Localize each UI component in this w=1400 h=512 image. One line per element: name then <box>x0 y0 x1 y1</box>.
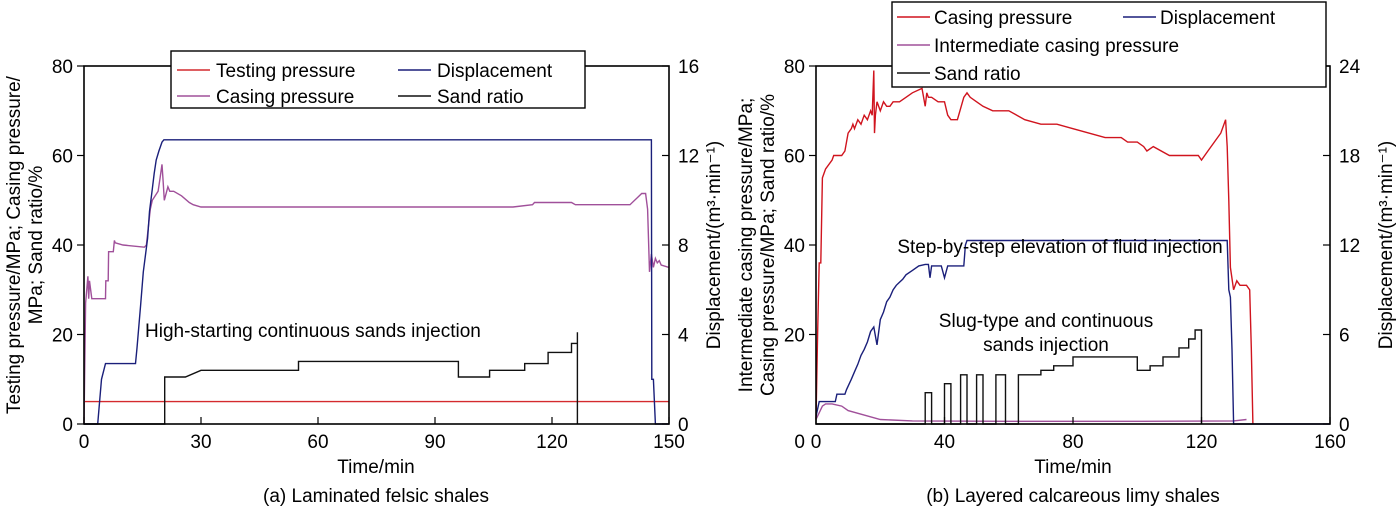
panel-b-series-group <box>815 70 1330 425</box>
panel-a-legend: Testing pressure Displacement Casing pre… <box>170 50 586 109</box>
panel-a-x-tick-label: 150 <box>653 432 685 453</box>
panel-b-y-left-tick-label: 60 <box>784 147 805 168</box>
panel-b-y-right-title: Displacement/(m³·min⁻¹) <box>1376 141 1397 350</box>
panel-a-series-group <box>83 139 670 425</box>
panel-a-caption: (a) Laminated felsic shales <box>263 486 489 507</box>
panel-a-annotation: High-starting continuous sands injection <box>145 321 481 342</box>
panel-a-y-right-tick-label: 16 <box>678 57 699 78</box>
panel-a-series-displacement <box>84 139 669 425</box>
panel-b-y-left-title-line1: Intermediate casing pressure/MPa; <box>736 98 757 393</box>
panel-a-y-left-title-line2: MPa; Sand ratio/% <box>26 166 47 325</box>
panel-b-y-right-tick-label: 24 <box>1339 57 1361 78</box>
panel-a-y-left-tick-label: 0 <box>62 415 73 436</box>
panel-b-y-left-title-line2: Casing pressure/MPa; Sand ratio/% <box>758 94 779 396</box>
panel-a-series-sand-ratio <box>84 332 579 425</box>
panel-b-x-tick-label: 160 <box>1314 432 1346 453</box>
panel-a-y-left-tick-label: 80 <box>52 57 73 78</box>
legend-label-sand-ratio: Sand ratio <box>437 87 524 108</box>
panel-b-y-right-tick-label: 0 <box>1339 415 1350 436</box>
panel-a-y-right-title: Displacement/(m³·min⁻¹) <box>704 141 725 350</box>
panel-a-plot-frame <box>83 65 670 425</box>
panel-a-x-tick-label: 90 <box>424 432 445 453</box>
panel-b-y-right-tick-label: 12 <box>1339 236 1360 257</box>
panel-a-y-right-tick-label: 8 <box>678 236 689 257</box>
panel-b-caption: (b) Layered calcareous limy shales <box>926 486 1220 507</box>
panel-b-legend: Casing pressure Displacement Intermediat… <box>891 1 1327 88</box>
panel-a-y-right-tick-label: 0 <box>678 415 689 436</box>
panel-a-x-axis-title: Time/min <box>337 457 414 478</box>
panel-b-series-intermediate-casing-pressure <box>815 403 1247 422</box>
legend-label-displacement: Displacement <box>437 61 553 82</box>
panel-b-x-tick-label: 0 <box>811 432 822 453</box>
legend-label-casing-pressure: Casing pressure <box>216 87 354 108</box>
panel-b-y-left-tick-label: 20 <box>784 326 805 347</box>
panel-a-legend-box <box>170 50 586 109</box>
panel-b-y-right-tick-label: 18 <box>1339 147 1360 168</box>
panel-a-x-tick-label: 60 <box>307 432 328 453</box>
panel-a-y-left-tick-label: 60 <box>52 147 73 168</box>
panel-b-x-tick-label: 120 <box>1186 432 1218 453</box>
panel-b-x-tick-label: 80 <box>1062 432 1083 453</box>
panel-a-y-right-tick-label: 12 <box>678 147 699 168</box>
panel-b-x-axis-title: Time/min <box>1034 457 1111 478</box>
panel-b-y-left-tick-label: 40 <box>784 236 805 257</box>
panel-b-series-casing-pressure <box>815 70 1254 425</box>
panel-a-y-right-tick-label: 4 <box>678 326 689 347</box>
panel-b-series-displacement <box>815 239 1330 425</box>
panel-b-annotation-sand-line1: Slug-type and continuous <box>939 311 1153 332</box>
panel-a-y-left-title-line1: Testing pressure/MPa; Casing pressure/ <box>4 75 25 414</box>
panel-b-x-tick-label: 40 <box>934 432 955 453</box>
panel-b-legend-box <box>891 1 1327 88</box>
panel-b-annotation-sand-line2: sands injection <box>983 335 1109 356</box>
legend-label-sand-ratio-b: Sand ratio <box>934 64 1021 85</box>
legend-label-displacement-b: Displacement <box>1160 8 1276 29</box>
panel-b-origin-label: 0 <box>794 432 805 453</box>
panel-a-x-tick-label: 30 <box>190 432 211 453</box>
panel-a-series-casing-pressure <box>83 164 670 425</box>
panel-a-x-tick-label: 120 <box>536 432 568 453</box>
legend-label-casing-pressure-b: Casing pressure <box>934 8 1072 29</box>
panel-b-y-left-tick-label: 80 <box>784 57 805 78</box>
panel-a-y-left-tick-label: 20 <box>52 326 73 347</box>
panel-a-x-tick-label: 0 <box>79 432 90 453</box>
panel-b-y-right-tick-label: 6 <box>1339 326 1350 347</box>
legend-label-testing-pressure: Testing pressure <box>216 61 355 82</box>
panel-b-series-sand-ratio <box>816 329 1203 425</box>
panel-b-annotation-fluid: Step-by-step elevation of fluid injectio… <box>897 237 1222 258</box>
legend-label-intermediate-casing-pressure: Intermediate casing pressure <box>934 36 1179 57</box>
panel-a-y-left-tick-label: 40 <box>52 236 73 257</box>
